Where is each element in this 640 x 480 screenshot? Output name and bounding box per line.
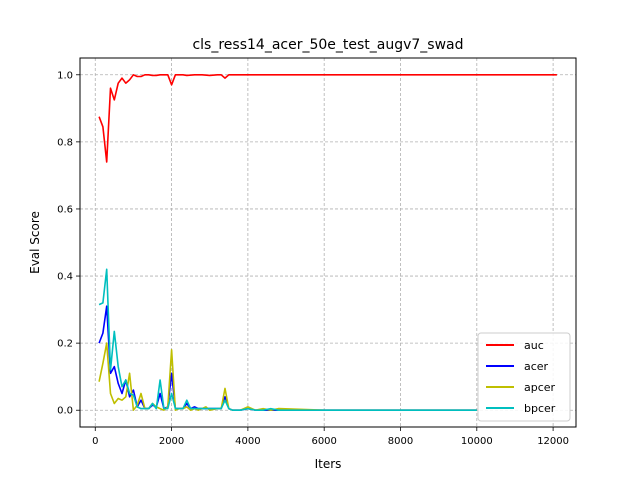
series-layer (98, 74, 557, 412)
x-tick-label: 10000 (461, 436, 493, 447)
y-tick-label: 0.0 (57, 406, 73, 417)
legend-label-bpcer: bpcer (524, 402, 556, 415)
x-tick-label: 4000 (235, 436, 260, 447)
x-tick-label: 0 (92, 436, 98, 447)
y-tick-label: 0.6 (57, 204, 73, 215)
legend-label-apcer: apcer (524, 381, 556, 394)
y-axis-label: Eval Score (28, 211, 42, 274)
y-tick-label: 0.8 (57, 137, 73, 148)
x-tick-label: 8000 (388, 436, 413, 447)
legend-label-acer: acer (524, 360, 549, 373)
x-axis-label: Iters (315, 457, 342, 471)
y-tick-label: 0.2 (57, 339, 73, 350)
x-tick-label: 12000 (537, 436, 569, 447)
y-tick-label: 0.4 (57, 272, 73, 283)
y-tick-label: 1.0 (57, 70, 73, 81)
x-tick-label: 2000 (159, 436, 184, 447)
series-line-bpcer (98, 268, 477, 412)
legend: auc acer apcer bpcer (477, 332, 571, 422)
chart-title: cls_ress14_acer_50e_test_augv7_swad (192, 37, 463, 53)
x-axis-ticks: 0 2000 4000 6000 8000 10000 12000 (92, 427, 569, 447)
x-tick-label: 6000 (311, 436, 336, 447)
legend-box (477, 332, 571, 422)
y-axis-ticks: 0.0 0.2 0.4 0.6 0.8 1.0 (57, 70, 80, 417)
series-line-auc (98, 74, 557, 163)
axes-frame (79, 57, 577, 428)
legend-label-auc: auc (524, 339, 544, 352)
